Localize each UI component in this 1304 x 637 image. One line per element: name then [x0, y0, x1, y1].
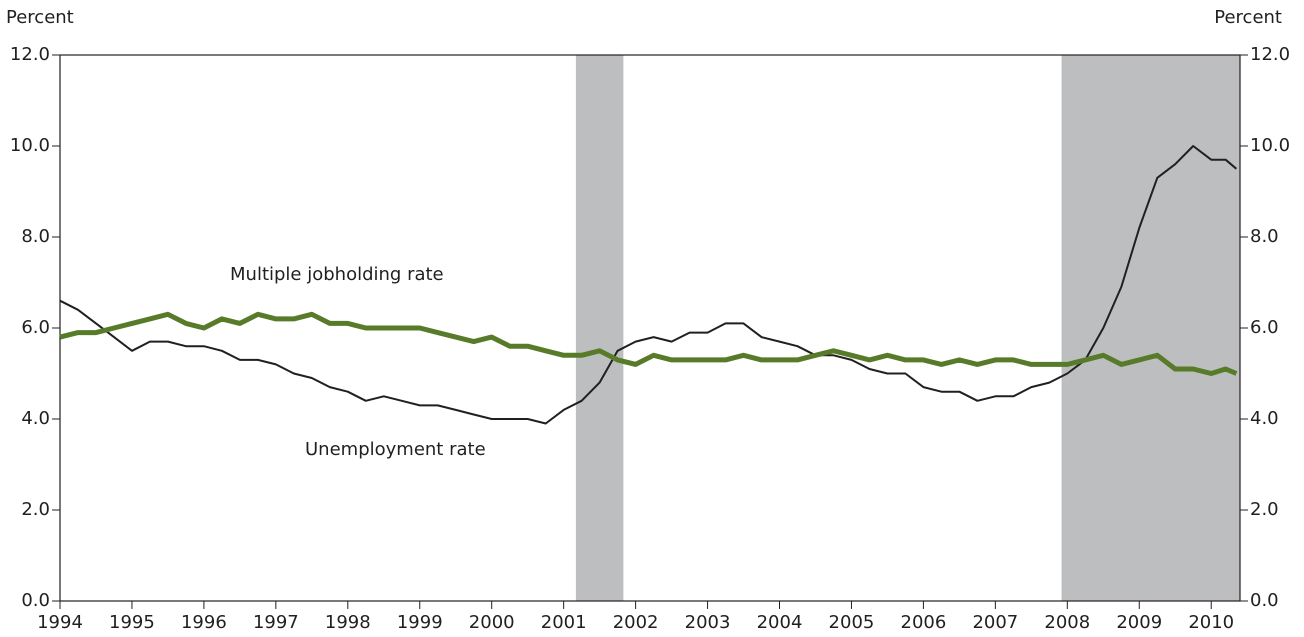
x-tick-label: 1998 — [325, 612, 371, 633]
y-axis-label: Percent — [6, 7, 74, 28]
recession-band — [575, 55, 624, 601]
y2-tick-label: 0.0 — [1250, 590, 1279, 611]
x-tick-label: 2006 — [901, 612, 947, 633]
x-tick-label: 2002 — [613, 612, 659, 633]
x-tick-label: 1996 — [181, 612, 227, 633]
x-tick-label: 2003 — [685, 612, 731, 633]
series-line — [59, 311, 1238, 376]
y-tick-label: 2.0 — [21, 499, 50, 520]
y2-tick-label: 10.0 — [1250, 135, 1290, 156]
series-line — [59, 145, 1238, 425]
y-tick-label: 8.0 — [21, 226, 50, 247]
x-tick-label: 2007 — [972, 612, 1018, 633]
y2-tick-label: 2.0 — [1250, 499, 1279, 520]
y2-tick-label: 12.0 — [1250, 44, 1290, 65]
recession-band — [1061, 55, 1240, 601]
x-tick-label: 1997 — [253, 612, 299, 633]
x-tick-label: 2004 — [757, 612, 803, 633]
x-tick-label: 2008 — [1044, 612, 1090, 633]
x-tick-label: 2005 — [829, 612, 875, 633]
y-tick-label: 4.0 — [21, 408, 50, 429]
series-label: Multiple jobholding rate — [230, 264, 444, 285]
y2-tick-label: 6.0 — [1250, 317, 1279, 338]
series-label: Unemployment rate — [305, 439, 486, 460]
y-tick-label: 6.0 — [21, 317, 50, 338]
y-tick-label: 10.0 — [10, 135, 50, 156]
x-tick-label: 2001 — [541, 612, 587, 633]
y-tick-label: 12.0 — [10, 44, 50, 65]
x-tick-label: 1999 — [397, 612, 443, 633]
x-tick-label: 2000 — [469, 612, 515, 633]
y2-axis-label: Percent — [1214, 7, 1282, 28]
y2-tick-label: 8.0 — [1250, 226, 1279, 247]
x-tick-label: 1994 — [37, 612, 83, 633]
x-tick-label: 2010 — [1188, 612, 1234, 633]
y2-tick-label: 4.0 — [1250, 408, 1279, 429]
x-tick-label: 1995 — [109, 612, 155, 633]
x-tick-label: 2009 — [1116, 612, 1162, 633]
y-tick-label: 0.0 — [21, 590, 50, 611]
